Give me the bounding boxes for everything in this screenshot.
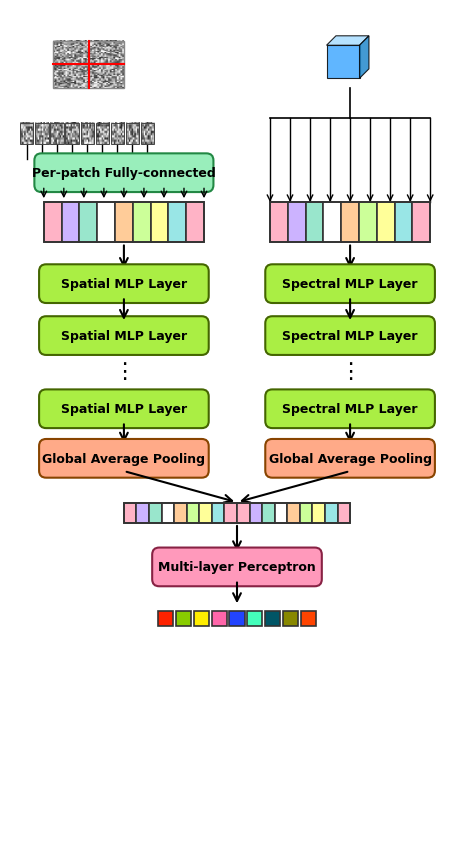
Bar [194,611,209,627]
FancyBboxPatch shape [39,390,209,429]
Bar [80,203,97,243]
Text: ⋮: ⋮ [113,362,135,381]
Bar [187,503,199,523]
Bar [97,203,115,243]
Polygon shape [359,37,369,79]
Text: ⋮: ⋮ [339,362,361,381]
Bar [149,503,162,523]
FancyBboxPatch shape [265,439,435,478]
Bar [115,203,133,243]
Polygon shape [327,37,369,46]
Bar [237,503,250,523]
Bar [124,503,137,523]
Text: Spectral MLP Layer: Spectral MLP Layer [283,403,418,416]
FancyBboxPatch shape [39,439,209,478]
Text: Spatial MLP Layer: Spatial MLP Layer [61,278,187,291]
Bar [312,503,325,523]
Bar [141,124,154,146]
Bar [168,203,186,243]
Bar [275,503,287,523]
Bar [283,611,298,627]
Bar [65,124,79,146]
Bar [247,611,263,627]
FancyBboxPatch shape [152,548,322,586]
Bar [412,203,430,243]
FancyBboxPatch shape [265,317,435,356]
Bar [341,203,359,243]
Bar [62,203,80,243]
Bar [250,503,262,523]
Bar [50,124,64,146]
Bar [337,503,350,523]
Bar [359,203,377,243]
Bar [301,611,316,627]
Bar [162,503,174,523]
Bar [36,124,48,146]
Bar [211,611,227,627]
Bar [53,41,124,89]
Text: Per-patch Fully-connected: Per-patch Fully-connected [32,167,216,180]
FancyBboxPatch shape [35,154,213,193]
Text: Spectral MLP Layer: Spectral MLP Layer [283,330,418,343]
Bar [44,203,62,243]
Bar [158,611,173,627]
Text: Global Average Pooling: Global Average Pooling [269,452,432,465]
Text: Multi-layer Perceptron: Multi-layer Perceptron [158,561,316,573]
Text: Spatial MLP Layer: Spatial MLP Layer [61,403,187,416]
Bar [262,503,275,523]
Bar [325,503,337,523]
Bar [174,503,187,523]
Bar [151,203,168,243]
Bar [377,203,394,243]
FancyBboxPatch shape [39,317,209,356]
FancyBboxPatch shape [39,265,209,304]
Bar [44,203,204,243]
Bar [288,203,306,243]
Bar [96,124,109,146]
Bar [176,611,191,627]
Text: Spatial MLP Layer: Spatial MLP Layer [61,330,187,343]
Bar [212,503,224,523]
Bar [224,503,237,523]
Bar [124,503,350,523]
FancyBboxPatch shape [265,390,435,429]
Bar [287,503,300,523]
Bar [133,203,151,243]
Bar [20,124,34,146]
Bar [137,503,149,523]
Bar [306,203,323,243]
Bar [265,611,280,627]
Bar [111,124,124,146]
Bar [394,203,412,243]
Polygon shape [327,46,359,79]
Text: Spectral MLP Layer: Spectral MLP Layer [283,278,418,291]
Bar [81,124,94,146]
Bar [300,503,312,523]
FancyBboxPatch shape [265,265,435,304]
Bar [270,203,288,243]
Bar [126,124,139,146]
Bar [229,611,245,627]
Bar [199,503,212,523]
Bar [186,203,204,243]
Bar [270,203,430,243]
Text: Global Average Pooling: Global Average Pooling [42,452,205,465]
Bar [323,203,341,243]
